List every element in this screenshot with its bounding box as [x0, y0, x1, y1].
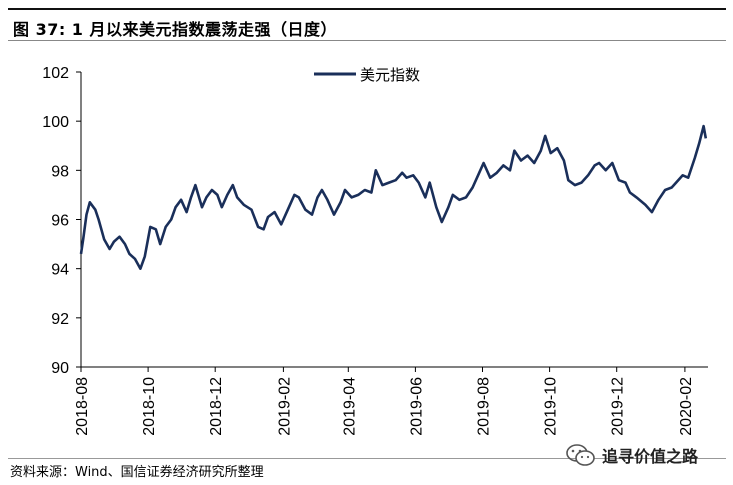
x-tick-label: 2019-02: [276, 377, 293, 436]
footer-divider: [8, 458, 726, 459]
watermark-text: 追寻价值之路: [602, 447, 699, 466]
x-tick-label: 2019-06: [408, 377, 425, 436]
y-tick-label: 90: [51, 360, 69, 377]
source-note: 资料来源：Wind、国信证券经济研究所整理: [10, 465, 264, 480]
series-line-0: [79, 124, 708, 270]
x-tick-label: 2018-10: [141, 377, 158, 436]
y-tick-label: 100: [42, 114, 69, 131]
figure-title: 图 37: 1 月以来美元指数震荡走强（日度）: [13, 20, 338, 39]
x-tick-label: 2019-04: [341, 377, 358, 436]
y-tick-label: 98: [51, 163, 69, 180]
legend-label: 美元指数: [360, 66, 420, 84]
wechat-icon: [566, 444, 595, 466]
x-tick-label: 2020-02: [678, 377, 695, 436]
x-tick-label: 2019-08: [476, 377, 493, 436]
x-tick-label: 2019-12: [610, 377, 627, 436]
figure-title-bar: 图 37: 1 月以来美元指数震荡走强（日度）: [8, 8, 726, 41]
y-tick-label: 96: [51, 213, 69, 230]
watermark: 追寻价值之路: [566, 442, 698, 468]
y-tick-label: 102: [42, 65, 69, 82]
line-chart: 90 92 94 96 98 100 102 2018-08 2018-10 2018-12 201…: [42, 65, 708, 436]
y-tick-label: 92: [51, 311, 69, 328]
x-tick-label: 2018-08: [74, 377, 91, 436]
x-tick-label: 2019-10: [543, 377, 560, 436]
x-tick-label: 2018-12: [208, 377, 225, 436]
y-tick-label: 94: [51, 262, 69, 279]
